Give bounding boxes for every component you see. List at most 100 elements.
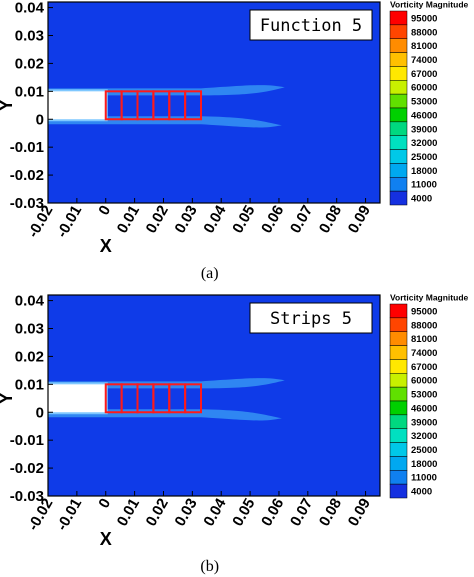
x-tick-label: 0 bbox=[95, 203, 114, 219]
legend-swatch bbox=[389, 66, 408, 81]
y-tick-label: 0 bbox=[36, 404, 44, 421]
legend-swatch bbox=[389, 80, 408, 95]
legend-label: 74000 bbox=[411, 348, 437, 359]
legend-swatch bbox=[389, 373, 408, 388]
legend-swatch bbox=[389, 10, 408, 26]
x-tick-label: 0.03 bbox=[171, 203, 200, 237]
y-tick-label: 0 bbox=[36, 111, 44, 128]
y-tick-label: -0.02 bbox=[10, 460, 44, 477]
x-tick-label: 0.01 bbox=[114, 203, 143, 237]
legend-label: 11000 bbox=[411, 180, 437, 191]
legend-swatch bbox=[389, 414, 408, 429]
y-tick-label: 0.03 bbox=[15, 28, 44, 45]
legend-label: 60000 bbox=[411, 376, 437, 387]
legend-label: 39000 bbox=[411, 124, 437, 135]
legend-label: 53000 bbox=[411, 390, 437, 401]
legend-label: 46000 bbox=[411, 403, 437, 414]
legend-swatch bbox=[389, 331, 408, 346]
legend-swatch bbox=[389, 135, 408, 150]
legend-label: 60000 bbox=[411, 83, 437, 94]
legend-swatch bbox=[389, 428, 408, 443]
y-tick-label: -0.01 bbox=[10, 139, 44, 156]
y-axis-title: Y bbox=[0, 392, 16, 404]
legend-swatch bbox=[389, 456, 408, 471]
legend-swatch bbox=[389, 107, 408, 123]
legend-label: 32000 bbox=[411, 138, 437, 149]
x-tick-label: 0.09 bbox=[345, 203, 374, 237]
x-tick-label: 0.08 bbox=[316, 203, 345, 237]
plate-body bbox=[48, 384, 106, 413]
x-tick-label: -0.01 bbox=[54, 496, 86, 534]
annotation-box bbox=[249, 302, 373, 334]
legend-swatch bbox=[389, 400, 408, 416]
legend-label: 67000 bbox=[411, 69, 437, 80]
panel-b: 0.040.030.020.010-0.01-0.02-0.03-0.02-0.… bbox=[0, 293, 469, 576]
x-tick-label: 0.04 bbox=[200, 202, 230, 236]
panel-caption: (b) bbox=[200, 558, 219, 575]
legend-swatch bbox=[389, 163, 408, 178]
y-tick-label: 0.04 bbox=[15, 0, 45, 17]
legend-swatch bbox=[389, 303, 408, 319]
x-axis-title: X bbox=[100, 529, 112, 549]
legend-label: 4000 bbox=[411, 194, 432, 205]
x-tick-label: 0.06 bbox=[258, 496, 287, 530]
legend-label: 32000 bbox=[411, 431, 437, 442]
legend-swatch bbox=[389, 190, 408, 206]
legend-label: 46000 bbox=[411, 110, 437, 121]
legend-label: 74000 bbox=[411, 55, 437, 66]
strip-cell bbox=[184, 383, 203, 414]
legend-swatch bbox=[389, 470, 408, 485]
plot-frame bbox=[47, 294, 381, 497]
legend-swatch bbox=[389, 177, 408, 192]
x-tick-label: 0.05 bbox=[229, 496, 258, 530]
x-tick-label: -0.01 bbox=[54, 203, 86, 241]
x-tick-label: 0.09 bbox=[345, 496, 374, 530]
y-tick-label: 0.02 bbox=[15, 348, 44, 365]
legend-label: 81000 bbox=[411, 41, 437, 52]
y-tick-label: 0.02 bbox=[15, 55, 44, 72]
annotation-text: Strips 5 bbox=[270, 309, 352, 329]
legend-label: 67000 bbox=[411, 362, 437, 373]
plate-body bbox=[48, 91, 106, 120]
legend-label: 18000 bbox=[411, 166, 437, 177]
field-layer bbox=[48, 85, 285, 128]
y-tick-label: 0.04 bbox=[15, 293, 45, 310]
field-layer bbox=[48, 378, 285, 421]
x-tick-label: 0.05 bbox=[229, 203, 258, 237]
legend-swatch bbox=[389, 38, 408, 53]
annotation-box bbox=[249, 9, 373, 41]
legend-label: 95000 bbox=[411, 13, 437, 24]
x-tick-label: 0.02 bbox=[143, 496, 172, 530]
legend-swatch bbox=[389, 93, 408, 109]
y-tick-label: -0.02 bbox=[10, 167, 44, 184]
legend-label: 18000 bbox=[411, 459, 437, 470]
x-tick-label: 0.02 bbox=[143, 203, 172, 237]
legend-title: Vorticity Magnitude bbox=[390, 293, 469, 303]
x-tick-label: 0.03 bbox=[171, 496, 200, 530]
legend-swatch bbox=[389, 121, 408, 136]
legend-label: 88000 bbox=[411, 27, 437, 38]
legend-swatch bbox=[389, 386, 408, 402]
x-tick-label: 0.08 bbox=[316, 496, 345, 530]
y-tick-label: 0.01 bbox=[15, 376, 44, 393]
legend-swatch bbox=[389, 359, 408, 374]
legend-label: 95000 bbox=[411, 306, 437, 317]
x-tick-label: 0.07 bbox=[287, 203, 316, 237]
y-tick-label: -0.03 bbox=[10, 195, 44, 212]
y-tick-label: -0.03 bbox=[10, 488, 44, 505]
legend-label: 81000 bbox=[411, 334, 437, 345]
x-tick-label: 0.01 bbox=[114, 496, 143, 530]
legend-label: 39000 bbox=[411, 417, 437, 428]
plot-frame bbox=[47, 1, 381, 204]
x-axis-title: X bbox=[100, 236, 112, 256]
legend-swatch bbox=[389, 52, 408, 67]
legend-swatch bbox=[389, 345, 408, 360]
panel-a: 0.040.030.020.010-0.01-0.02-0.03-0.02-0.… bbox=[0, 0, 469, 282]
legend-label: 53000 bbox=[411, 97, 437, 108]
y-tick-label: 0.03 bbox=[15, 321, 44, 338]
y-axis-title: Y bbox=[0, 99, 16, 111]
legend-label: 4000 bbox=[411, 487, 432, 498]
legend-swatch bbox=[389, 149, 408, 164]
y-tick-label: 0.01 bbox=[15, 83, 44, 100]
x-tick-label: 0.07 bbox=[287, 496, 316, 530]
